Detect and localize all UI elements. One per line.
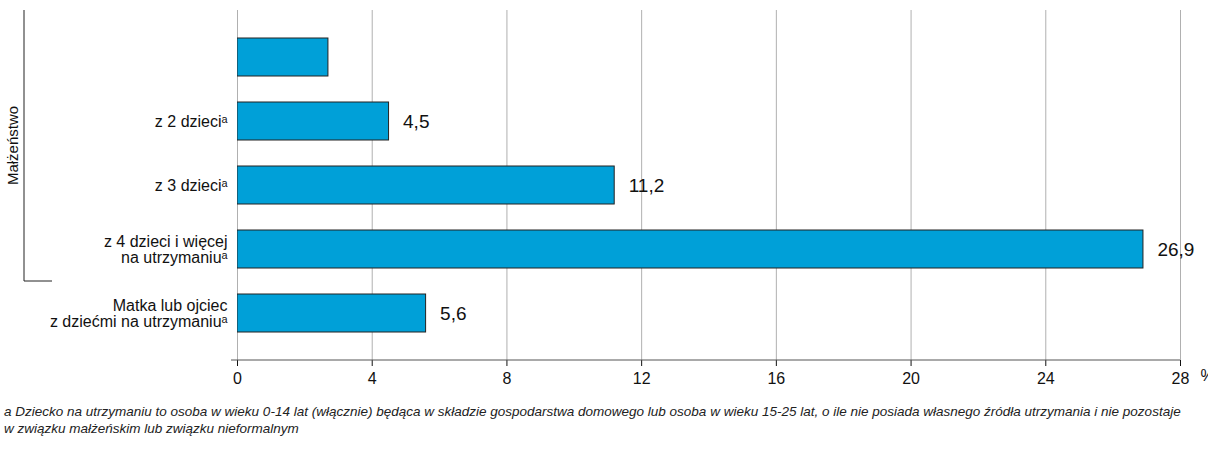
svg-text:11,2: 11,2	[629, 175, 665, 196]
svg-text:4: 4	[368, 370, 377, 387]
svg-text:12: 12	[633, 370, 651, 387]
svg-text:z 4 dzieci i więcejna utrzyman: z 4 dzieci i więcejna utrzymaniuᵃ	[104, 233, 229, 266]
svg-text:28: 28	[1172, 370, 1190, 387]
svg-text:Małżeństwo: Małżeństwo	[4, 106, 21, 185]
svg-text:0: 0	[233, 370, 242, 387]
svg-text:20: 20	[902, 370, 920, 387]
svg-text:26,9: 26,9	[1157, 239, 1194, 260]
svg-text:4,5: 4,5	[403, 111, 429, 132]
svg-text:z 3 dzieciᵃ: z 3 dzieciᵃ	[155, 177, 229, 194]
svg-text:24: 24	[1037, 370, 1055, 387]
svg-text:z 2 dzieciᵃ: z 2 dzieciᵃ	[155, 113, 229, 130]
svg-text:5,6: 5,6	[440, 303, 466, 324]
svg-text:%: %	[1201, 367, 1208, 384]
html-text:a Dziecko na utrzymaniu to oso: a Dziecko na utrzymaniu to osoba w wieku…	[4, 404, 1181, 436]
svg-text:16: 16	[767, 370, 785, 387]
svg-text:Matka lub ojciecz dziećmi na u: Matka lub ojciecz dziećmi na utrzymaniuᵃ	[50, 297, 229, 330]
svg-text:8: 8	[502, 370, 511, 387]
